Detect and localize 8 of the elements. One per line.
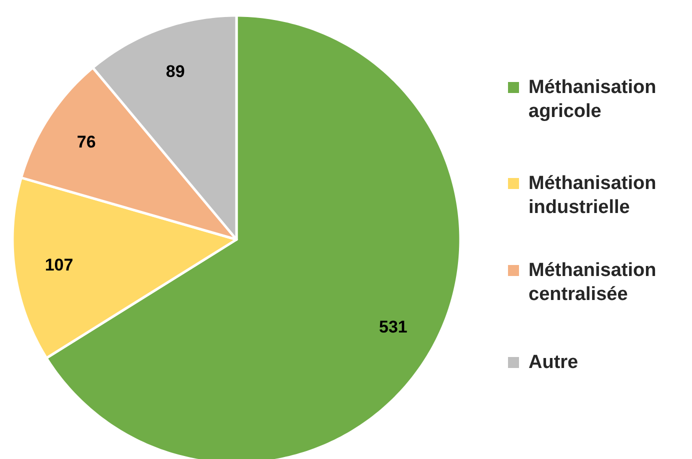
legend-label: Méthanisation industrielle — [528, 173, 656, 218]
data-label: 531 — [379, 317, 408, 336]
legend-label: Méthanisation agricole — [528, 77, 656, 122]
legend-label: Autre — [528, 352, 578, 373]
data-label: 107 — [44, 255, 74, 274]
data-label: 76 — [76, 132, 96, 152]
legend-label: Méthanisation centralisée — [528, 260, 656, 305]
data-label: 89 — [166, 62, 185, 82]
